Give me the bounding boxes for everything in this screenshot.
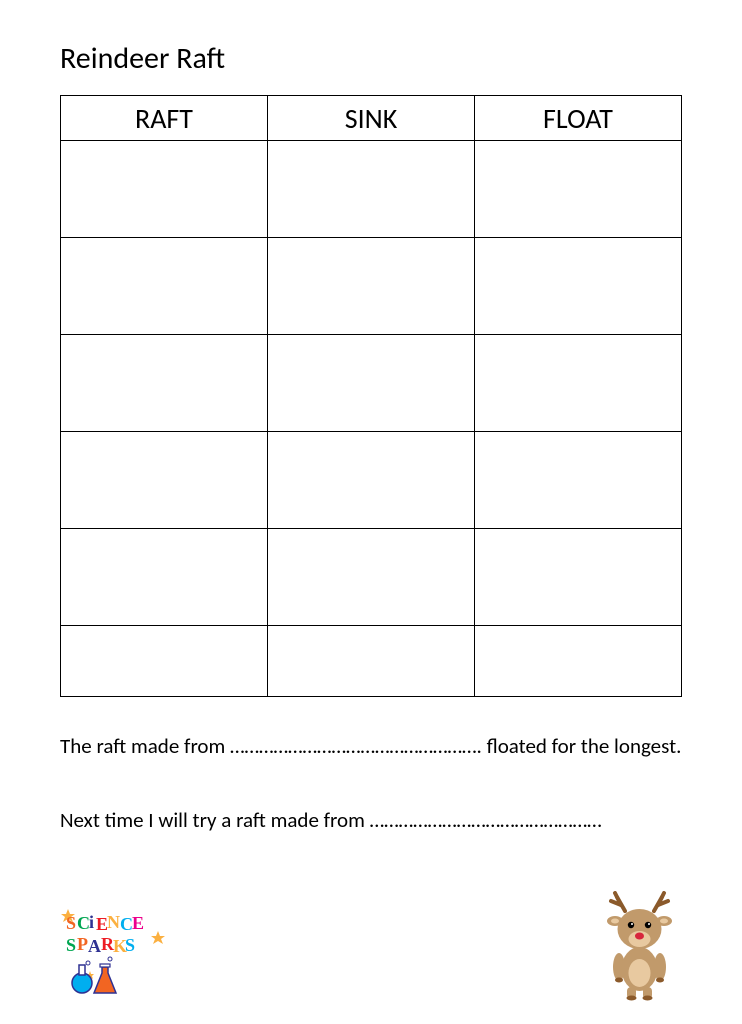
sentence-1b: floated for the longest. (487, 733, 682, 759)
reindeer-icon (597, 891, 682, 1006)
blank-1: ……………………………………………. (230, 733, 487, 759)
fill-in-sentences: The raft made from ……………………………………………. fl… (60, 731, 682, 836)
cell (61, 335, 268, 432)
cell (268, 626, 475, 697)
table-row (61, 141, 682, 238)
svg-text:A: A (88, 936, 101, 956)
svg-text:E: E (132, 913, 144, 933)
science-sparks-logo: S C i E N C E S P A R K S (60, 901, 170, 1006)
belly (629, 959, 651, 987)
sentence-2a: Next time I will try a raft made from (60, 807, 370, 833)
cell (475, 529, 682, 626)
ear-inner (660, 919, 668, 924)
table-row (61, 335, 682, 432)
table-header-row: RAFT SINK FLOAT (61, 96, 682, 141)
hoof (627, 996, 637, 1001)
hoof (643, 996, 653, 1001)
sentence-1: The raft made from ……………………………………………. fl… (60, 731, 682, 763)
table-row (61, 238, 682, 335)
cell (61, 626, 268, 697)
cell (475, 141, 682, 238)
cell (268, 238, 475, 335)
nose (635, 933, 644, 940)
cell (61, 529, 268, 626)
cell (268, 141, 475, 238)
antlers (611, 893, 668, 911)
svg-text:S: S (66, 935, 76, 955)
logo-text-line1: S C i E N C E (66, 912, 144, 934)
svg-text:P: P (77, 934, 88, 954)
cell (61, 238, 268, 335)
cell (61, 432, 268, 529)
logo-text-line2: S P A R K S (66, 934, 135, 956)
eye (645, 922, 651, 928)
svg-text:N: N (107, 912, 120, 932)
blank-2: ………………………………………… (370, 807, 602, 833)
logo-svg: S C i E N C E S P A R K S (60, 901, 170, 1001)
cell (475, 626, 682, 697)
col-header-sink: SINK (268, 96, 475, 141)
reindeer-svg (597, 891, 682, 1001)
table-row (61, 432, 682, 529)
cell (268, 529, 475, 626)
eye-highlight (648, 923, 650, 925)
svg-text:i: i (89, 912, 94, 932)
cell (475, 432, 682, 529)
cell (61, 141, 268, 238)
svg-text:S: S (66, 913, 76, 933)
col-header-float: FLOAT (475, 96, 682, 141)
cell (268, 335, 475, 432)
table-row (61, 626, 682, 697)
spacer (60, 787, 682, 805)
cell (475, 335, 682, 432)
cell (475, 238, 682, 335)
hoof (656, 978, 664, 983)
footer: S C i E N C E S P A R K S (60, 896, 682, 1006)
page-title: Reindeer Raft (60, 40, 682, 77)
ear-inner (611, 919, 619, 924)
cell (268, 432, 475, 529)
flask-icon (72, 957, 116, 993)
table-row (61, 529, 682, 626)
svg-text:S: S (125, 935, 135, 955)
sentence-2: Next time I will try a raft made from ……… (60, 805, 682, 837)
hoof (615, 978, 623, 983)
col-header-raft: RAFT (61, 96, 268, 141)
worksheet-page: Reindeer Raft RAFT SINK FLOAT (0, 0, 742, 1024)
eye-highlight (631, 923, 633, 925)
sentence-1a: The raft made from (60, 733, 230, 759)
raft-table: RAFT SINK FLOAT (60, 95, 682, 697)
eye (628, 922, 634, 928)
